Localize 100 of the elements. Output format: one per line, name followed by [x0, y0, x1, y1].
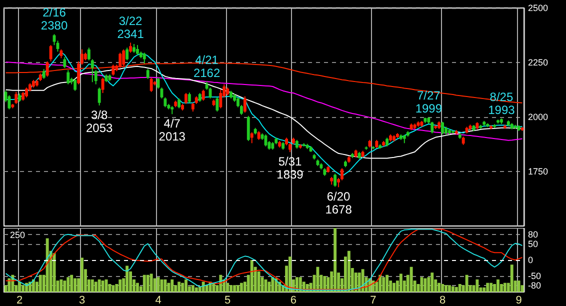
bar	[476, 279, 479, 292]
candlestick	[126, 47, 129, 61]
y2-tick-label: 250	[10, 230, 26, 240]
x-tick-label: 6	[290, 294, 297, 306]
bar	[146, 274, 150, 292]
x-tick-label: 5	[224, 294, 231, 306]
candlestick	[164, 96, 167, 108]
bar	[226, 282, 230, 292]
candlestick	[46, 60, 49, 78]
bar	[454, 286, 458, 292]
bar	[46, 238, 49, 292]
x-tick-label: 8	[439, 294, 446, 306]
bar	[167, 282, 170, 292]
candlestick	[246, 115, 250, 142]
candlestick	[101, 77, 104, 94]
candlestick	[25, 87, 28, 98]
bar	[32, 279, 35, 292]
bar	[372, 280, 375, 292]
bar	[448, 285, 451, 292]
candlestick	[129, 42, 132, 54]
bar	[250, 260, 254, 292]
bar	[202, 282, 205, 292]
bar	[482, 287, 486, 292]
candlestick	[66, 70, 70, 85]
y-tick-label: 1750	[528, 166, 548, 176]
candlestick	[178, 98, 181, 109]
candlestick	[150, 77, 153, 92]
bar	[63, 280, 66, 292]
bar	[194, 287, 198, 292]
bar	[410, 266, 413, 292]
y-tick-label: -50	[528, 271, 542, 281]
candlestick	[8, 94, 11, 110]
candlestick	[87, 47, 90, 61]
y-tick-label: 50	[528, 239, 538, 249]
bar	[503, 282, 506, 292]
bar	[8, 278, 11, 292]
bar	[438, 282, 441, 292]
x-tick-label: 9	[516, 294, 522, 306]
bar	[458, 284, 462, 292]
bar	[510, 264, 514, 292]
bar	[205, 285, 208, 292]
y-tick-label: -80	[528, 280, 542, 291]
bar	[358, 272, 361, 292]
candlestick	[216, 96, 219, 112]
bar	[399, 274, 402, 292]
bar	[378, 274, 382, 292]
bar	[101, 280, 104, 292]
candlestick	[250, 132, 254, 144]
bar	[70, 274, 74, 292]
bar	[392, 282, 396, 292]
bar	[347, 250, 350, 292]
bar	[74, 278, 77, 292]
bar	[257, 271, 260, 292]
bar	[382, 277, 386, 292]
bar	[38, 274, 42, 292]
bar	[334, 228, 337, 292]
candlestick	[98, 87, 101, 106]
bar	[18, 282, 22, 292]
candlestick	[74, 78, 77, 92]
candlestick	[122, 48, 126, 66]
candlestick	[430, 121, 434, 134]
candlestick	[49, 44, 52, 62]
y-tick-label: 0	[528, 255, 534, 265]
bar	[191, 285, 194, 292]
bar	[126, 266, 129, 292]
bar	[98, 279, 101, 292]
y-tick-label: 2000	[528, 112, 548, 122]
annotation: 8/25 1993	[488, 90, 516, 118]
bar	[142, 274, 146, 292]
x-tick-label: 7	[370, 294, 376, 306]
bar	[150, 274, 153, 292]
bar	[22, 285, 25, 292]
bar	[430, 272, 434, 292]
candlestick	[42, 68, 46, 80]
candlestick	[142, 52, 146, 64]
bar	[444, 285, 448, 292]
y-tick-label: 2500	[528, 3, 548, 13]
annotation: 6/20 1678	[325, 190, 352, 217]
bar	[288, 256, 292, 292]
bar	[118, 279, 122, 292]
bar	[178, 282, 181, 292]
candlestick	[14, 91, 18, 104]
candlestick	[118, 52, 122, 68]
x-tick-label: 4	[155, 294, 162, 306]
annotation: 2/16 2380	[40, 6, 68, 33]
bar	[486, 282, 490, 292]
bar	[386, 274, 389, 292]
candlestick	[202, 89, 205, 102]
annotation: 4/7 2013	[158, 116, 186, 144]
bar	[323, 276, 326, 292]
bar	[60, 279, 63, 292]
bar	[441, 284, 444, 292]
candlestick	[188, 92, 191, 104]
bar	[496, 279, 500, 292]
bar	[451, 286, 454, 292]
bar	[136, 282, 139, 292]
annotation: 3/8 2053	[86, 108, 114, 135]
bar	[164, 279, 167, 292]
bar	[424, 278, 427, 292]
bar	[517, 280, 520, 292]
